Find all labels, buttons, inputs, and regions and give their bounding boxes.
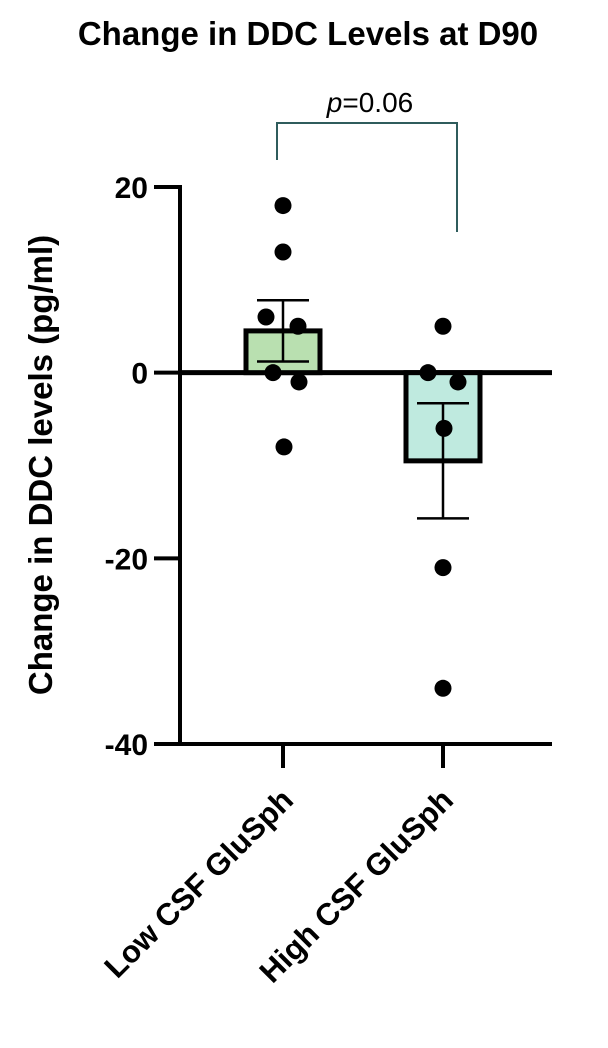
data-point-1-4 [434,559,452,577]
data-point-1-1 [419,364,437,382]
y-tick-label-20: 20 [115,172,148,205]
p-value: =0.06 [342,87,413,118]
y-ticks: 20 0 -20 -40 [105,172,180,762]
data-point-1-5 [434,679,452,697]
data-points [257,197,467,697]
data-point-0-4 [264,364,282,382]
data-point-1-0 [434,317,452,335]
data-point-0-2 [257,308,275,326]
y-tick-label--20: -20 [105,543,148,576]
chart-title: Change in DDC Levels at D90 [78,15,538,52]
axes [178,185,552,746]
p-value-label: p=0.06 [326,87,413,118]
y-axis-label: Change in DDC levels (pg/ml) [22,235,59,695]
data-point-0-3 [289,317,307,335]
error-bars [257,299,469,520]
significance-bracket [276,122,458,232]
p-symbol: p [326,87,343,118]
data-point-0-1 [274,243,292,261]
y-tick-label-0: 0 [131,358,148,391]
significance-annotation: p=0.06 [276,87,458,232]
y-tick-label--40: -40 [105,729,148,762]
data-point-0-0 [274,197,292,215]
data-point-0-6 [275,438,293,456]
data-point-1-2 [449,373,467,391]
data-point-0-5 [290,373,308,391]
